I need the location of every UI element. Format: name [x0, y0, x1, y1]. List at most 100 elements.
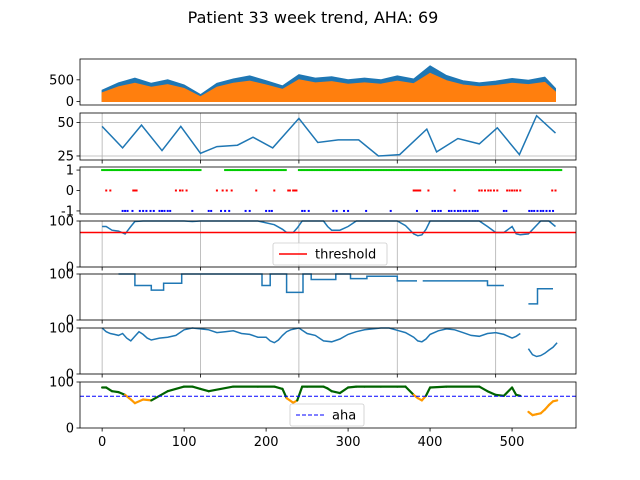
scatter-point-0: [109, 169, 112, 172]
scatter-point-0: [255, 169, 258, 172]
scatter-point-2: [468, 209, 471, 212]
y-tick-label: 100: [49, 268, 74, 283]
scatter-point-0: [474, 169, 477, 172]
y-tick-label: 1: [66, 164, 74, 179]
scatter-point-0: [486, 169, 489, 172]
scatter-point-0: [524, 169, 527, 172]
scatter-point-0: [258, 169, 261, 172]
scatter-point-0: [265, 169, 268, 172]
scatter-point-0: [537, 169, 540, 172]
scatter-point-0: [299, 169, 302, 172]
scatter-point-2: [124, 209, 127, 212]
scatter-point-0: [340, 169, 343, 172]
x-tick-label: 500: [500, 435, 525, 450]
panel-7: 0 100 0 100 200 300 400 500 aha: [49, 376, 577, 450]
scatter-point-0: [376, 169, 379, 172]
scatter-point-0: [119, 169, 122, 172]
y-tick-label: 100: [49, 215, 74, 230]
scatter-point-0: [101, 169, 104, 172]
scatter-point-1: [215, 189, 218, 192]
scatter-point-1: [221, 189, 224, 192]
y-tick-label: -1: [61, 204, 74, 219]
scatter-point-2: [210, 209, 213, 212]
scatter-point-0: [158, 169, 161, 172]
scatter-point-0: [465, 169, 468, 172]
scatter-point-1: [513, 189, 516, 192]
series-line: [101, 327, 558, 358]
scatter-point-0: [312, 169, 315, 172]
y-tick-label: 100: [49, 376, 74, 391]
panel-5: 0 100: [49, 268, 577, 329]
scatter-point-0: [120, 169, 123, 172]
y-tick-label: 0: [66, 422, 74, 437]
series-line: [101, 114, 557, 157]
x-tick-label: 300: [336, 435, 361, 450]
scatter-point-0: [338, 169, 341, 172]
scatter-point-0: [507, 169, 510, 172]
scatter-point-1: [225, 189, 228, 192]
scatter-point-2: [462, 209, 465, 212]
scatter-point-0: [445, 169, 448, 172]
axes-frame: [79, 327, 577, 375]
scatter-point-0: [493, 169, 496, 172]
scatter-point-0: [145, 169, 148, 172]
scatter-point-0: [532, 169, 535, 172]
y-tick-label: 25: [57, 149, 74, 164]
scatter-point-0: [538, 169, 541, 172]
scatter-point-1: [288, 189, 291, 192]
scatter-point-1: [478, 189, 481, 192]
scatter-point-0: [188, 169, 191, 172]
aha-segment: [404, 385, 415, 396]
scatter-point-2: [224, 209, 227, 212]
scatter-point-0: [407, 169, 410, 172]
scatter-point-2: [471, 209, 474, 212]
x-tick-label: 400: [418, 435, 443, 450]
scatter-point-0: [470, 169, 473, 172]
scatter-point-0: [281, 169, 284, 172]
scatter-point-0: [261, 169, 264, 172]
scatter-point-0: [345, 169, 348, 172]
scatter-point-0: [509, 169, 512, 172]
scatter-point-0: [383, 169, 386, 172]
scatter-point-0: [276, 169, 279, 172]
scatter-point-0: [329, 169, 332, 172]
scatter-point-0: [235, 169, 238, 172]
scatter-point-0: [456, 169, 459, 172]
y-tick-label: 0: [66, 261, 74, 276]
scatter-point-0: [304, 169, 307, 172]
scatter-point-0: [237, 169, 240, 172]
scatter-point-0: [543, 169, 546, 172]
scatter-point-0: [129, 169, 132, 172]
aha-segment: [551, 399, 559, 403]
scatter-point-0: [560, 169, 563, 172]
scatter-point-0: [481, 169, 484, 172]
scatter-point-0: [327, 169, 330, 172]
aha-segment: [123, 393, 132, 401]
scatter-point-1: [273, 189, 276, 192]
scatter-point-2: [439, 209, 442, 212]
scatter-point-2: [138, 209, 141, 212]
scatter-point-0: [455, 169, 458, 172]
scatter-point-0: [370, 169, 373, 172]
scatter-point-1: [419, 189, 422, 192]
scatter-point-0: [373, 169, 376, 172]
scatter-point-2: [453, 209, 456, 212]
scatter-point-0: [525, 169, 528, 172]
scatter-point-1: [554, 189, 557, 192]
scatter-point-0: [463, 169, 466, 172]
scatter-point-0: [361, 169, 364, 172]
scatter-point-0: [443, 169, 446, 172]
scatter-point-0: [402, 169, 405, 172]
scatter-point-2: [447, 209, 450, 212]
scatter-point-0: [224, 169, 227, 172]
scatter-point-0: [342, 169, 345, 172]
scatter-point-0: [148, 169, 151, 172]
aha-segment: [199, 387, 210, 393]
scatter-point-0: [430, 169, 433, 172]
axes-frame: [79, 220, 577, 268]
scatter-point-0: [412, 169, 415, 172]
scatter-point-0: [424, 169, 427, 172]
scatter-point-1: [135, 189, 138, 192]
scatter-point-0: [199, 169, 202, 172]
